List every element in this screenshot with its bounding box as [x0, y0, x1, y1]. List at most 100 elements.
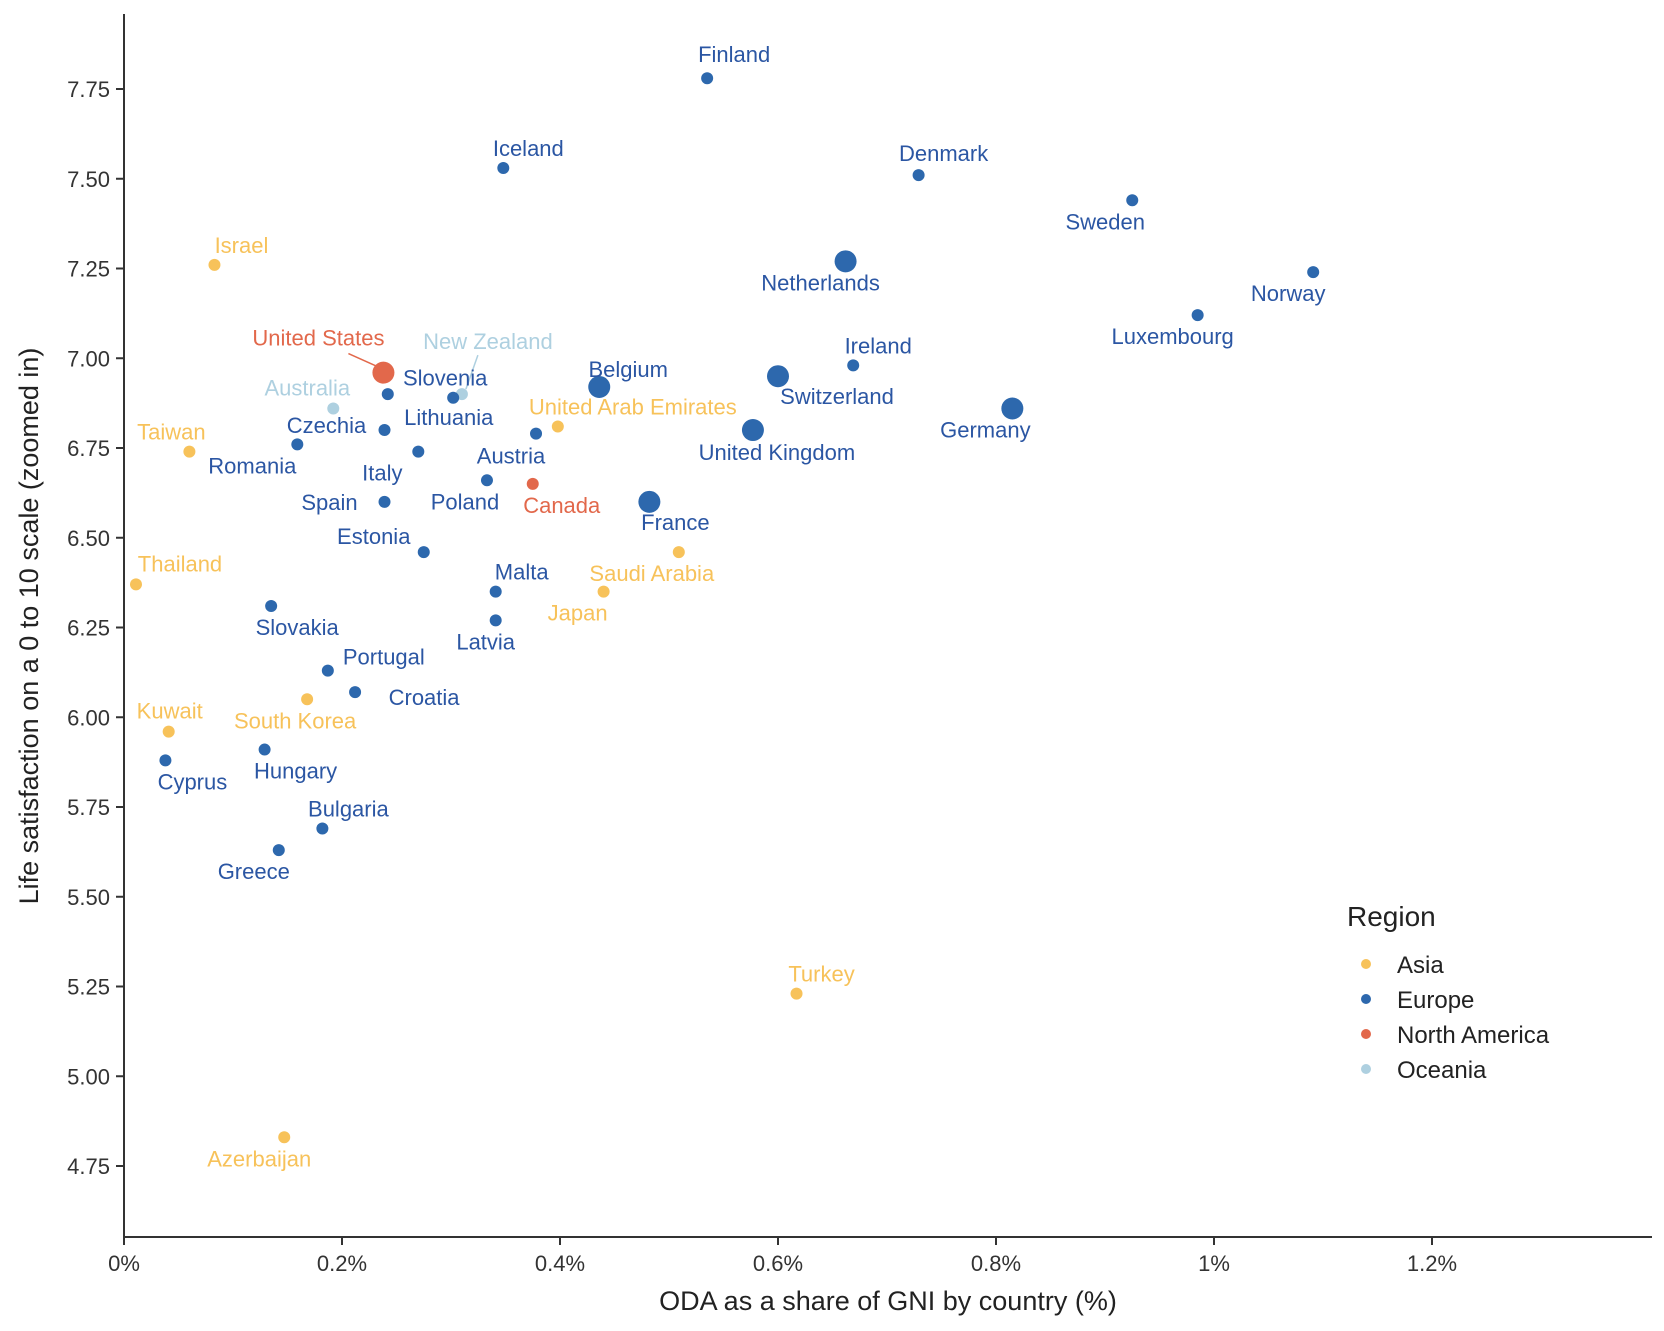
label-italy: Italy [362, 461, 402, 486]
label-turkey: Turkey [788, 962, 854, 987]
legend: Region Asia Europe North America Oceania [1347, 901, 1550, 1084]
y-tick-label: 7.75 [67, 77, 110, 102]
label-finland: Finland [698, 42, 770, 67]
y-tick-label: 4.75 [67, 1154, 110, 1179]
legend-swatch-europe [1361, 994, 1371, 1004]
point-thailand [129, 578, 142, 591]
x-tick-label: 0% [108, 1251, 140, 1276]
point-kuwait [162, 725, 175, 738]
y-tick-label: 7.50 [67, 167, 110, 192]
y-tick-label: 7.25 [67, 257, 110, 282]
y-tick-label: 6.25 [67, 616, 110, 641]
axes [123, 14, 1652, 1238]
label-france: France [641, 510, 709, 535]
label-spain: Spain [301, 490, 357, 515]
leader-lines [348, 352, 479, 390]
x-tick-label: 0.2% [317, 1251, 367, 1276]
legend-title: Region [1347, 901, 1436, 932]
y-axis-ticks: 4.75 5.00 5.25 5.50 5.75 6.00 6.25 6.50 6.75 7.00… [67, 77, 124, 1179]
legend-swatch-north-america [1361, 1029, 1371, 1039]
point-lithuania [381, 388, 394, 401]
point-taiwan [183, 445, 196, 458]
label-estonia: Estonia [337, 524, 411, 549]
label-croatia: Croatia [389, 685, 461, 710]
point-finland [701, 72, 714, 85]
point-italy [412, 445, 425, 458]
leader-line-united-states [348, 352, 378, 368]
point-austria [530, 427, 543, 440]
point-denmark [912, 169, 925, 182]
point-malta [489, 585, 502, 598]
point-israel [208, 258, 221, 271]
label-slovakia: Slovakia [256, 615, 340, 640]
label-czechia: Czechia [287, 413, 367, 438]
point-croatia [349, 686, 362, 699]
y-tick-label: 6.50 [67, 526, 110, 551]
x-tick-label: 1.2% [1407, 1251, 1457, 1276]
x-axis-title: ODA as a share of GNI by country (%) [659, 1286, 1117, 1316]
legend-label-north-america: North America [1397, 1022, 1550, 1049]
point-hungary [258, 743, 271, 756]
point-ireland [847, 359, 860, 372]
x-tick-label: 0.6% [753, 1251, 803, 1276]
label-united-kingdom: United Kingdom [699, 440, 856, 465]
label-denmark: Denmark [899, 141, 989, 166]
point-netherlands [834, 250, 857, 273]
label-austria: Austria [477, 444, 546, 469]
point-portugal [321, 664, 334, 677]
point-canada [526, 477, 539, 490]
label-portugal: Portugal [343, 645, 425, 670]
y-tick-label: 6.00 [67, 705, 110, 730]
label-hungary: Hungary [254, 759, 337, 784]
label-cyprus: Cyprus [158, 769, 228, 794]
label-poland: Poland [431, 489, 500, 514]
y-tick-label: 5.25 [67, 975, 110, 1000]
x-tick-label: 1% [1198, 1251, 1230, 1276]
point-germany [1001, 397, 1024, 420]
label-united-states: United States [252, 326, 384, 351]
legend-label-asia: Asia [1397, 952, 1444, 979]
legend-swatch-asia [1361, 959, 1371, 969]
legend-swatch-oceania [1361, 1064, 1371, 1074]
point-labels: Finland Iceland Denmark Sweden Netherlands No… [137, 42, 1326, 1171]
y-tick-label: 5.50 [67, 885, 110, 910]
label-united-arab-emirates: United Arab Emirates [529, 394, 737, 419]
point-czechia [378, 424, 391, 437]
point-cyprus [159, 754, 172, 767]
point-romania [291, 438, 304, 451]
label-south-korea: South Korea [234, 708, 357, 733]
point-australia [327, 402, 340, 415]
label-thailand: Thailand [138, 551, 222, 576]
y-axis-title: Life satisfaction on a 0 to 10 scale (zo… [14, 348, 44, 905]
y-tick-label: 5.00 [67, 1064, 110, 1089]
label-latvia: Latvia [456, 629, 515, 654]
label-greece: Greece [218, 859, 290, 884]
y-tick-label: 6.75 [67, 436, 110, 461]
point-luxembourg [1191, 309, 1204, 322]
legend-label-oceania: Oceania [1397, 1057, 1487, 1084]
label-luxembourg: Luxembourg [1111, 324, 1233, 349]
data-points [129, 72, 1320, 1144]
x-axis-ticks: 0% 0.2% 0.4% 0.6% 0.8% 1% 1.2% [108, 1237, 1457, 1276]
y-tick-label: 5.75 [67, 795, 110, 820]
point-slovenia [447, 391, 460, 404]
point-belgium [588, 375, 611, 398]
label-iceland: Iceland [493, 136, 564, 161]
label-kuwait: Kuwait [137, 699, 203, 724]
point-united-kingdom [741, 419, 764, 442]
label-norway: Norway [1251, 281, 1326, 306]
label-malta: Malta [495, 560, 550, 585]
label-belgium: Belgium [588, 357, 667, 382]
label-australia: Australia [264, 376, 350, 401]
point-south-korea [301, 693, 314, 706]
x-tick-label: 0.4% [535, 1251, 585, 1276]
label-germany: Germany [940, 418, 1030, 443]
label-ireland: Ireland [845, 333, 912, 358]
point-france [638, 490, 661, 513]
point-sweden [1126, 194, 1139, 207]
label-azerbaijan: Azerbaijan [207, 1146, 311, 1171]
point-estonia [417, 546, 430, 559]
point-slovakia [265, 599, 278, 612]
point-bulgaria [316, 822, 329, 835]
label-taiwan: Taiwan [137, 420, 205, 445]
